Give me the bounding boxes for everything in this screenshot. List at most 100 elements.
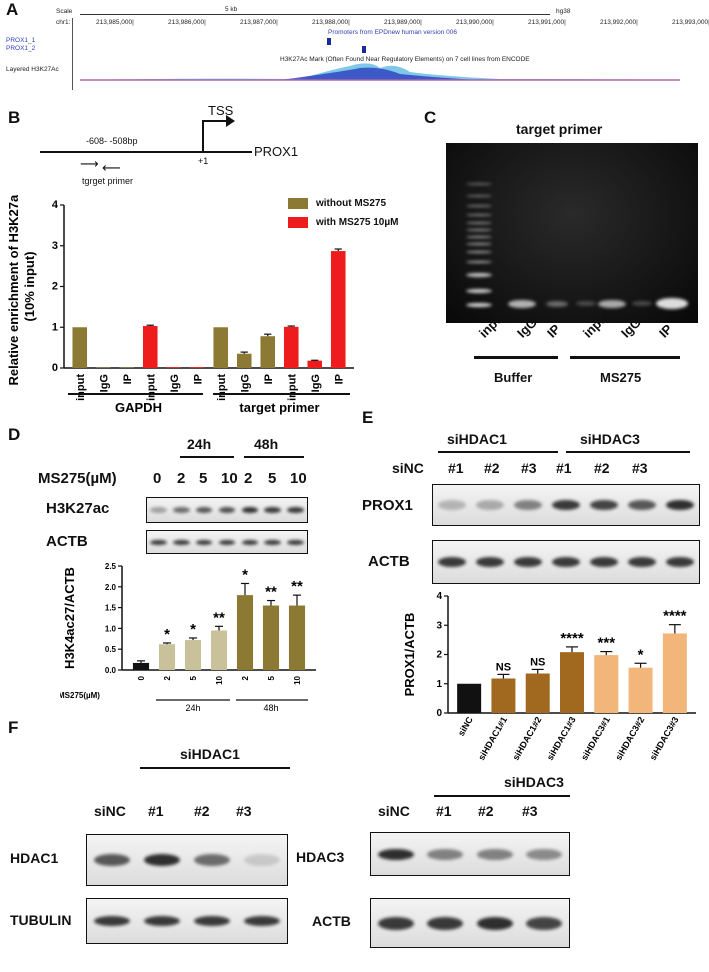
bracket-48h: [244, 456, 304, 458]
layered-label: Layered H3K27Ac: [6, 66, 59, 73]
x-tick-label: input: [286, 374, 298, 401]
promoter-line: [40, 151, 252, 153]
blot-band: [377, 916, 414, 930]
chr-label: chr1:: [56, 19, 71, 26]
ms275-group-label: MS275: [600, 370, 642, 385]
y-tick-label: 0: [52, 362, 58, 374]
scale-bar: [80, 14, 550, 15]
lane-label-f-right: #2: [478, 803, 494, 819]
blot-hdac3: [370, 832, 570, 876]
gel-lane-label: IP: [544, 321, 564, 341]
x-tick-label: input: [216, 374, 228, 401]
scale-label: Scale: [56, 8, 73, 15]
y-tick-label: 2.0: [105, 583, 117, 592]
bar: [288, 605, 306, 670]
group-sihdac1-f: siHDAC1: [180, 746, 240, 762]
group-label: 48h: [263, 703, 278, 713]
legend-item-without: without MS275: [288, 198, 398, 209]
y-tick-label: 2.5: [105, 562, 117, 571]
x-tick-label: 10: [215, 675, 224, 684]
blot-band: [552, 557, 580, 567]
ladder-band: [466, 243, 492, 245]
gel-title: target primer: [516, 121, 603, 137]
blot-band: [241, 539, 259, 545]
gel-lane-label: IP: [656, 321, 676, 341]
dose-lane-label: 10: [221, 470, 238, 487]
blot-band: [590, 557, 618, 567]
significance-label: NS: [496, 661, 511, 673]
panel-label-a: A: [6, 0, 19, 19]
genome-label: hg38: [556, 8, 571, 15]
bracket-24h: [180, 456, 234, 458]
blot-band: [150, 539, 167, 545]
lane-label-e: #1: [448, 460, 464, 476]
prox1-2-label: PROX1_2: [6, 45, 36, 52]
blot-label-hdac3: HDAC3: [296, 849, 345, 865]
blot-actb-f: [370, 898, 570, 948]
ladder-band: [466, 251, 492, 253]
bar: [307, 360, 323, 368]
ladder-band: [466, 236, 492, 238]
coord-label: 213,993,000|: [672, 19, 709, 26]
bar: [457, 683, 482, 713]
coord-label: 213,987,000|: [240, 19, 278, 26]
plus1-label: +1: [198, 156, 209, 166]
ladder-band: [466, 273, 492, 277]
ladder-band: [466, 222, 492, 224]
dose-lane-label: 5: [268, 470, 277, 487]
dose-axis-label: MS275(µM): [60, 691, 100, 700]
bar: [158, 644, 176, 670]
time-24h: 24h: [187, 436, 212, 452]
ladder-band: [466, 261, 492, 263]
bar: [260, 336, 276, 368]
lane-label-e: #2: [484, 460, 500, 476]
significance-label: NS: [530, 656, 545, 668]
x-tick-label: input: [75, 374, 87, 401]
significance-label: **: [265, 584, 277, 601]
x-tick-label: siHDAC1#1: [476, 715, 509, 762]
y-tick-label: 0.5: [105, 645, 117, 654]
buffer-bracket: [474, 356, 558, 359]
bracket-sihdac1-f: [140, 767, 290, 769]
scale-value: 5 kb: [225, 6, 238, 13]
blot-prox1: [432, 484, 700, 526]
chip-qpcr-chart: 0 1 2 3 4 input IgG IP input IgG IP input IgG IP input…: [6, 195, 354, 415]
blot-band: [590, 500, 618, 510]
coord-label: 213,989,000|: [384, 19, 422, 26]
group-sihdac3-e: siHDAC3: [580, 431, 640, 447]
x-tick-label: siHDAC3#3: [648, 715, 681, 762]
y-tick-label: 0: [436, 708, 442, 719]
panel-label-f: F: [8, 718, 19, 737]
significance-label: ****: [560, 630, 584, 647]
blot-label-hdac1: HDAC1: [10, 850, 59, 866]
blot-label-tubulin: TUBULIN: [10, 912, 72, 928]
group-label: 24h: [185, 703, 200, 713]
y-axis-label: PROX1/ACTB: [402, 613, 417, 697]
x-tick-label: siNC: [456, 715, 475, 738]
prox1-schematic: TSS PROX1 -608- -508bp +1 ⟶ ⟵ tgrget pri…: [40, 103, 360, 188]
legend-item-with: with MS275 10µM: [288, 217, 398, 228]
lane-label-f-right: #1: [436, 803, 452, 819]
ladder-band: [466, 195, 492, 197]
prox1-quant-chart: 01234siNCNSsiHDAC1#1NSsiHDAC1#2****siHDA…: [402, 591, 696, 762]
blot-actb-e: [432, 540, 700, 584]
blot-band: [144, 854, 180, 866]
significance-label: *: [164, 626, 170, 643]
bar: [236, 595, 254, 670]
bracket-sihdac1-e: [438, 451, 558, 453]
gene-label: PROX1: [254, 144, 299, 159]
legend-label-without: without MS275: [316, 198, 387, 209]
y-tick-label: 4: [436, 591, 442, 602]
y-tick-label: 3: [52, 240, 58, 252]
bar: [184, 640, 202, 670]
blot-band: [476, 500, 504, 510]
bar: [142, 326, 158, 368]
blot-band: [514, 500, 542, 510]
significance-label: **: [291, 578, 303, 595]
x-tick-label: siHDAC1#3: [545, 715, 578, 762]
lane-label-f-left: siNC: [94, 803, 126, 819]
group-label: GAPDH: [115, 400, 162, 415]
bar: [72, 327, 88, 368]
blot-label-actb-f: ACTB: [312, 913, 351, 929]
x-tick-label: 5: [267, 675, 276, 680]
